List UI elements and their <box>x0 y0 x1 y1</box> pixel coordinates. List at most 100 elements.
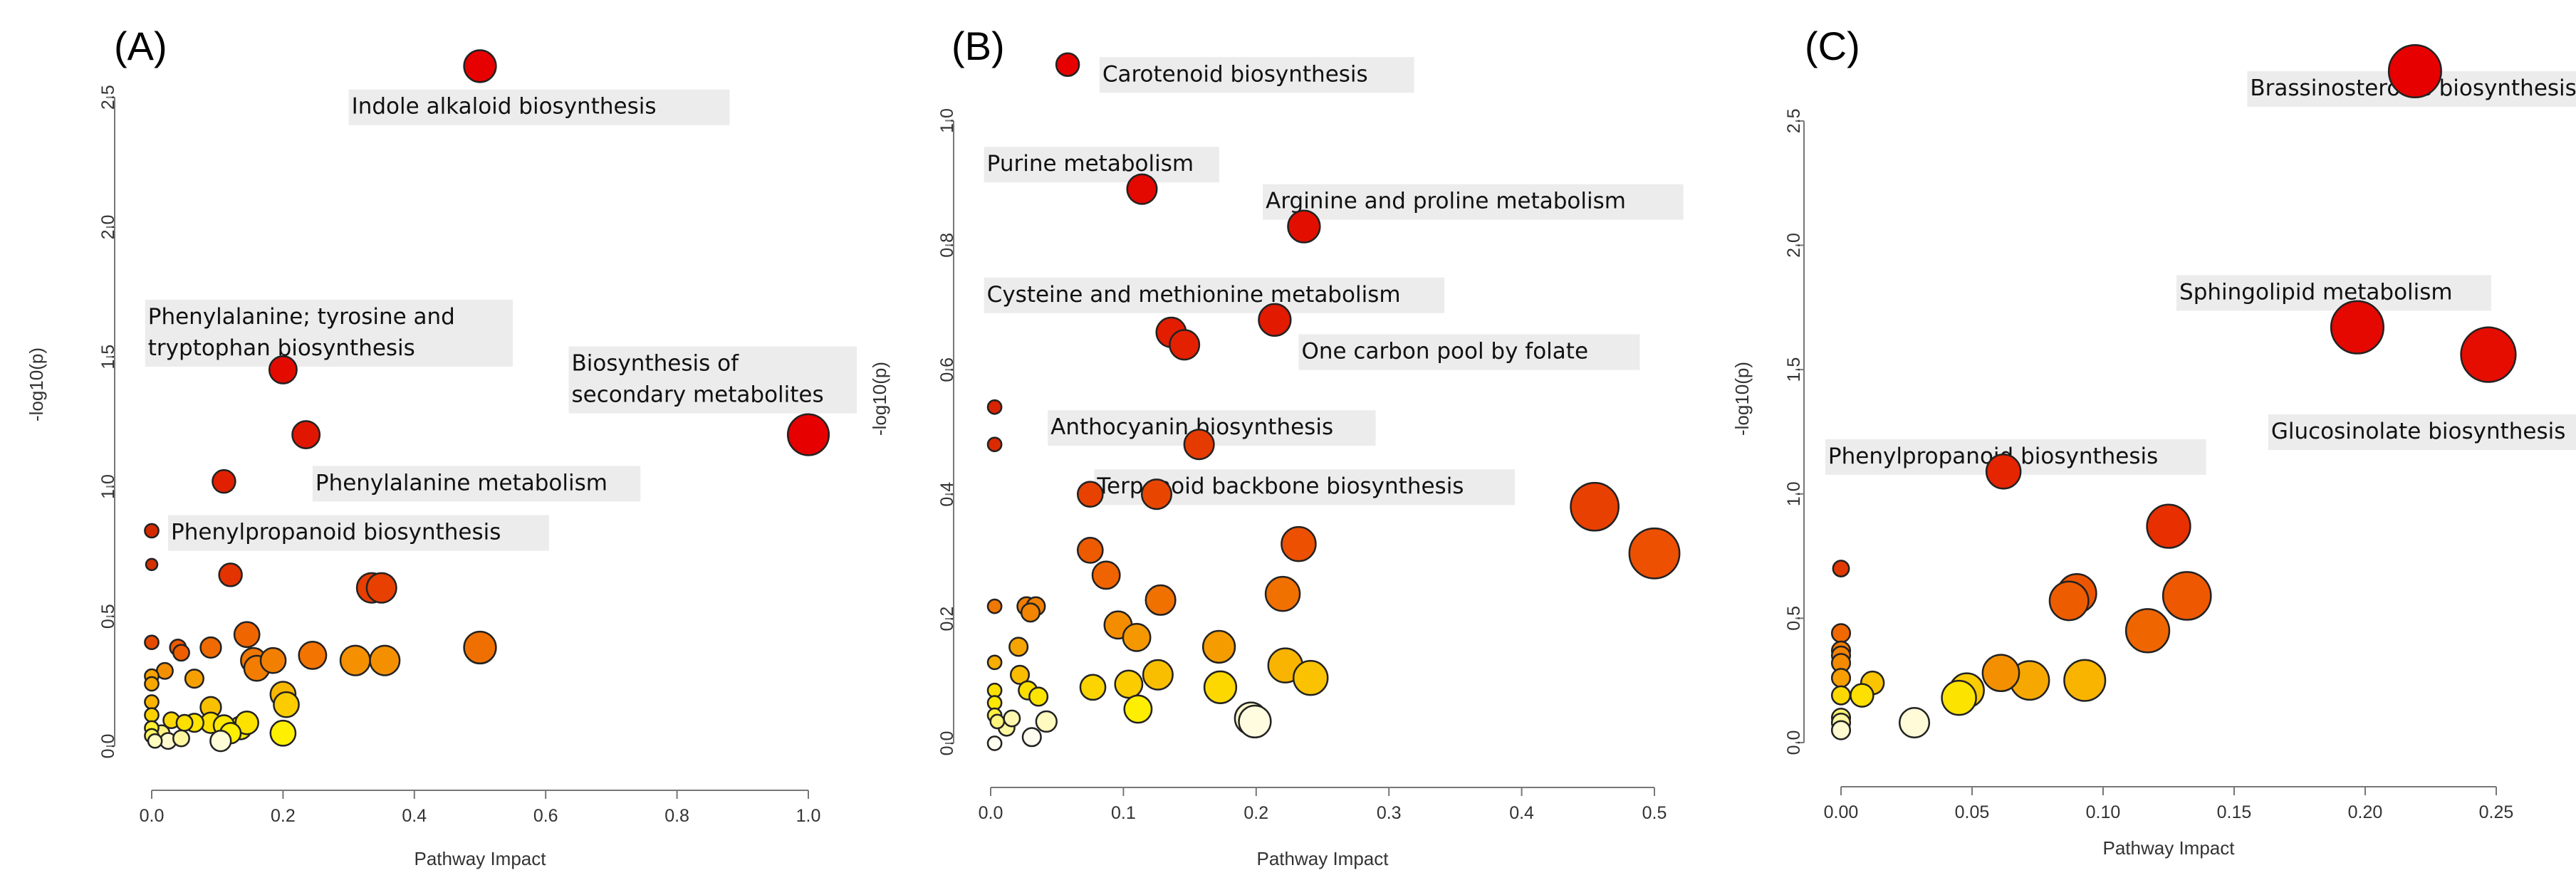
y-tick-label: 1.5 <box>1784 357 1804 382</box>
data-point <box>1985 454 2022 490</box>
data-point <box>269 719 297 747</box>
x-tick-label: 0.15 <box>2217 802 2252 822</box>
data-point <box>218 562 243 587</box>
data-point <box>144 634 160 651</box>
y-tick-label: 0.8 <box>937 233 957 258</box>
y-tick-label: 1.5 <box>98 345 118 370</box>
data-point <box>291 420 321 450</box>
annotation-label: One carbon pool by folate <box>1301 338 1588 364</box>
x-tick-label: 0.0 <box>140 806 165 826</box>
data-point <box>2162 571 2212 621</box>
annotation-box <box>2176 275 2491 311</box>
data-point <box>209 730 232 753</box>
x-tick-label: 0.05 <box>1955 802 1990 822</box>
data-point <box>1020 602 1041 623</box>
x-tick-label: 0.3 <box>1377 803 1402 823</box>
annotation-box <box>1099 57 1414 93</box>
annotation-label: Indole alkaloid biosynthesis <box>352 94 657 120</box>
y-tick-label: 0.5 <box>1784 606 1804 631</box>
data-point <box>463 49 497 83</box>
x-tick-label: 1.0 <box>796 806 821 826</box>
annotation-box <box>984 277 1445 313</box>
x-tick-label: 0.8 <box>664 806 689 826</box>
data-point <box>1079 674 1107 701</box>
data-point <box>212 468 236 494</box>
pathway-annotation: One carbon pool by folate <box>1298 334 1640 370</box>
data-point <box>1830 623 1852 644</box>
y-tick-label: 0.0 <box>1784 730 1804 755</box>
data-point <box>1201 629 1236 664</box>
annotation-label: Biosynthesis of <box>571 351 739 377</box>
data-point <box>986 598 1003 614</box>
x-tick-label: 0.6 <box>533 806 558 826</box>
data-point <box>1850 683 1874 708</box>
data-point <box>268 355 298 384</box>
pathway-annotation: Sphingolipid metabolism <box>2176 275 2491 311</box>
annotation-label: secondary metabolites <box>571 382 823 408</box>
data-point <box>1281 525 1317 562</box>
data-point <box>986 399 1003 415</box>
annotation-box <box>348 89 730 125</box>
annotation-box <box>1298 334 1640 370</box>
data-point <box>144 523 160 539</box>
x-tick-label: 0.20 <box>2348 802 2383 822</box>
data-point <box>369 644 401 676</box>
data-point <box>1830 720 1852 740</box>
annotation-box <box>984 147 1219 183</box>
pathway-annotation: Phenylpropanoid biosynthesis <box>168 515 549 551</box>
data-point <box>365 572 397 604</box>
data-point <box>1292 659 1329 696</box>
data-point <box>1570 481 1620 532</box>
y-axis-title: -log10(p) <box>1731 362 1753 436</box>
data-point <box>184 669 204 689</box>
data-point <box>1981 654 2020 693</box>
y-tick-label: 0.0 <box>98 734 118 759</box>
annotation-label: Sphingolipid metabolism <box>2179 279 2453 305</box>
data-point <box>172 644 190 662</box>
x-tick-label: 0.5 <box>1642 803 1667 823</box>
data-point <box>1258 303 1292 337</box>
data-point <box>1055 52 1080 77</box>
data-point <box>147 733 163 749</box>
annotation-box <box>168 515 549 551</box>
x-tick-label: 0.2 <box>1243 803 1268 823</box>
data-point <box>1144 584 1177 616</box>
data-point <box>1287 209 1321 243</box>
data-point <box>1264 575 1301 612</box>
data-point <box>1628 527 1681 580</box>
x-tick-label: 0.0 <box>979 803 1003 823</box>
data-point <box>986 735 1003 751</box>
x-tick-label: 0.2 <box>271 806 296 826</box>
data-point <box>1183 429 1215 461</box>
annotation-box <box>2268 414 2576 450</box>
panel-label: (B) <box>951 23 1005 68</box>
x-axis-title: Pathway Impact <box>1257 848 1389 869</box>
pathway-annotation: Arginine and proline metabolism <box>1263 184 1684 220</box>
y-axis-title: -log10(p) <box>869 362 890 436</box>
data-point <box>1114 669 1144 699</box>
data-point <box>1126 173 1158 205</box>
data-point <box>463 630 497 665</box>
annotation-box <box>312 466 641 502</box>
data-point <box>1169 329 1201 361</box>
data-point <box>145 557 159 572</box>
data-point <box>144 676 160 692</box>
annotation-box <box>1263 184 1684 220</box>
data-point <box>989 713 1006 730</box>
panel-label: (A) <box>114 23 167 68</box>
data-point <box>1009 664 1031 685</box>
data-point <box>259 646 287 674</box>
annotation-label: Phenylalanine metabolism <box>316 470 608 496</box>
data-point <box>298 640 328 670</box>
x-axis-title: Pathway Impact <box>414 848 547 869</box>
data-point <box>986 436 1003 453</box>
y-tick-label: 0.0 <box>937 731 957 756</box>
data-point <box>1091 560 1121 590</box>
data-point <box>1238 704 1272 739</box>
x-tick-label: 0.25 <box>2479 802 2514 822</box>
data-point <box>1123 694 1153 724</box>
panel-2: (B) 0.0 0.1 0.2 0.3 0.4 0.5 0.0 0.2 0.4 0.6 0.8 1.0 P… <box>869 23 1684 869</box>
x-tick-label: 0.4 <box>402 806 427 826</box>
